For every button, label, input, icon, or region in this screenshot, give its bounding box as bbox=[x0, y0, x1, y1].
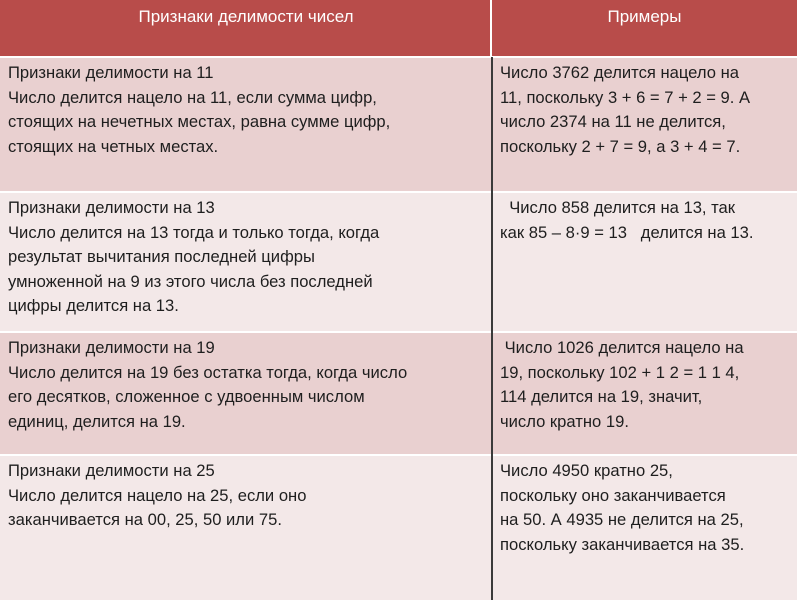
cell-text: его десятков, сложенное с удвоенным числ… bbox=[8, 387, 365, 407]
cell-text: на 50. А 4935 не делится на 25, bbox=[500, 510, 744, 530]
cell-text: Число 3762 делится нацело на bbox=[500, 63, 739, 82]
cell-text: цифры делится на 13. bbox=[8, 296, 179, 316]
row-border bbox=[0, 454, 797, 456]
column-border bbox=[490, 0, 492, 57]
cell-text: умноженной на 9 из этого числа без после… bbox=[8, 271, 373, 291]
table-cell: Число 858 делится на 13, так как 85 – 8·9… bbox=[492, 192, 797, 332]
cell-text: число кратно 19. bbox=[500, 411, 629, 431]
cell-text: Число делится на 19 без остатка тогда, к… bbox=[8, 362, 408, 382]
column-border bbox=[491, 57, 493, 600]
cell-text: Признаки делимости на 25 bbox=[8, 461, 215, 480]
cell-text: Признаки делимости на 11 bbox=[8, 63, 214, 82]
cell-text: единиц, делится на 19. bbox=[8, 411, 186, 431]
table-cell: Признаки делимости на 19 Число делится на… bbox=[0, 332, 492, 455]
cell-text: число 2374 на 11 не делится, bbox=[500, 112, 726, 132]
cell-text: Число делится на 13 тогда и только тогда… bbox=[8, 222, 380, 242]
cell-text: Признаки делимости на 13 bbox=[8, 198, 215, 217]
row-border bbox=[0, 331, 797, 333]
cell-text: стоящих на нечетных местах, равна сумме … bbox=[8, 112, 391, 132]
cell-text: 114 делится на 19, значит, bbox=[500, 387, 703, 407]
table-cell: Признаки делимости на 11 Число делится на… bbox=[0, 57, 492, 192]
cell-text: поскольку 2 + 7 = 9, а 3 + 4 = 7. bbox=[500, 136, 741, 156]
cell-text: поскольку заканчивается на 35. bbox=[500, 534, 745, 554]
cell-text: Признаки делимости на 19 bbox=[8, 338, 215, 357]
table-cell: Число 4950 кратно 25, поскольку оно закан… bbox=[492, 455, 797, 600]
cell-text: 11, поскольку 3 + 6 = 7 + 2 = 9. А bbox=[500, 87, 751, 107]
cell-text: заканчивается на 00, 25, 50 или 75. bbox=[8, 510, 282, 530]
cell-text: результат вычитания последней цифры bbox=[8, 247, 315, 267]
cell-text: стоящих на четных местах. bbox=[8, 136, 219, 156]
table-cell: Признаки делимости на 13 Число делится на… bbox=[0, 192, 492, 332]
cell-text: Число 4950 кратно 25, bbox=[500, 461, 673, 480]
table-cell: Число 1026 делится нацело на 19, поскольк… bbox=[492, 332, 797, 455]
row-border bbox=[0, 191, 797, 193]
cell-text: поскольку оно заканчивается bbox=[500, 485, 726, 505]
header-cell: Признаки делимости чисел bbox=[0, 0, 492, 57]
table-cell: Число 3762 делится нацело на 11, поскольк… bbox=[492, 57, 797, 192]
cell-text: Число 1026 делится нацело на bbox=[500, 338, 744, 357]
cell-text: 19, поскольку 102 + 1 2 = 1 1 4, bbox=[500, 362, 740, 382]
cell-text: Число делится нацело на 25, если оно bbox=[8, 485, 307, 505]
header-cell: Примеры bbox=[492, 0, 797, 57]
cell-text: Число делится нацело на 11, если сумма ц… bbox=[8, 87, 377, 107]
cell-text: как 85 – 8·9 = 13 делится на 13. bbox=[500, 222, 754, 242]
row-border bbox=[0, 56, 797, 58]
table-cell: Признаки делимости на 25 Число делится на… bbox=[0, 455, 492, 600]
cell-text: Число 858 делится на 13, так bbox=[500, 198, 736, 217]
